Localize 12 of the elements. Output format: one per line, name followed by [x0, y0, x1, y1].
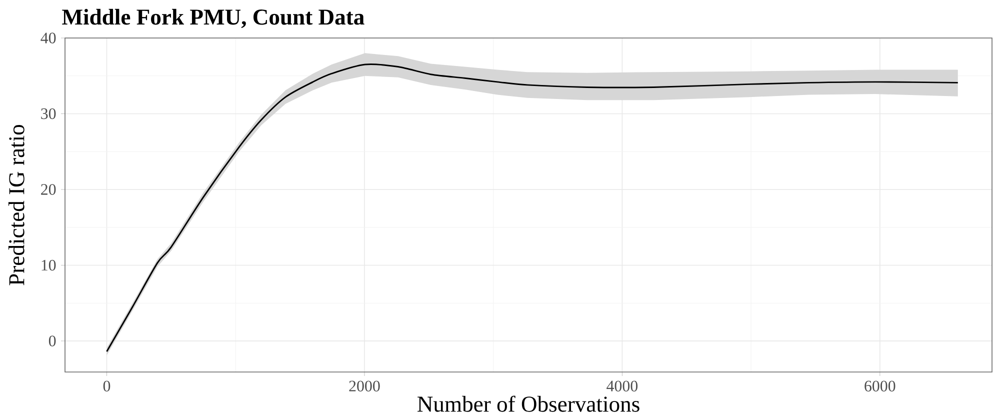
y-tick-label: 30 — [41, 108, 56, 120]
y-tick-label: 40 — [40, 32, 56, 44]
chart-title: Middle Fork PMU, Count Data — [62, 8, 364, 28]
y-tick-label: 10 — [42, 260, 56, 271]
y-axis-title: Predicted IG ratio — [8, 124, 24, 286]
x-axis-title: Number of Observations — [418, 396, 640, 412]
x-tick-label: 0 — [103, 380, 110, 392]
y-tick-label: 20 — [41, 184, 56, 195]
x-tick-label: 2000 — [349, 380, 380, 392]
x-tick-label: 4000 — [606, 380, 638, 392]
y-tick-label: 0 — [48, 336, 56, 346]
x-tick-label: 6000 — [864, 380, 896, 392]
